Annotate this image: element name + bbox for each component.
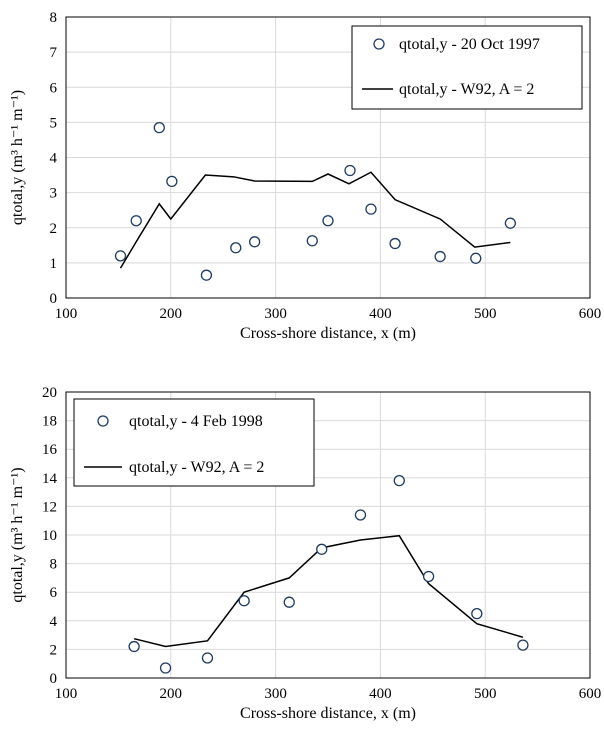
data-point-observed: [230, 242, 242, 254]
data-point-observed: [166, 175, 178, 188]
data-point-observed: [200, 269, 213, 281]
x-tick-label: 200: [160, 306, 183, 322]
y-tick-label: 8: [50, 10, 58, 26]
legend-marker-circle: [97, 415, 109, 427]
series-line-model: [119, 171, 511, 269]
y-tick-label: 3: [50, 186, 58, 202]
data-point-observed: [365, 203, 377, 215]
data-point-observed: [306, 235, 318, 247]
x-tick-label: 200: [160, 686, 183, 702]
x-tick-label: 100: [55, 686, 78, 702]
y-tick-label: 7: [50, 45, 58, 61]
y-tick-label: 10: [42, 528, 57, 544]
data-point-observed: [434, 250, 446, 263]
y-tick-label: 4: [50, 151, 58, 167]
x-tick-label: 300: [264, 686, 287, 702]
data-point-observed: [238, 595, 250, 607]
data-point-observed: [344, 164, 356, 177]
y-tick-label: 6: [50, 585, 58, 601]
data-point-observed: [248, 236, 261, 248]
y-tick-label: 4: [50, 614, 58, 630]
y-tick-label: 16: [42, 442, 58, 458]
legend-box: [73, 398, 315, 487]
y-tick-label: 1: [50, 256, 58, 272]
y-tick-label: 6: [50, 80, 58, 96]
x-tick-label: 500: [474, 686, 497, 702]
legend-label: qtotal,y - 4 Feb 1998: [129, 413, 263, 430]
data-point-observed: [316, 543, 328, 555]
legend-box: [351, 25, 583, 110]
y-tick-label: 2: [50, 642, 58, 658]
data-point-observed: [283, 596, 295, 608]
data-point-observed: [389, 237, 401, 250]
series-line-model: [133, 534, 524, 648]
y-tick-label: 0: [50, 671, 58, 687]
legend-marker-circle: [373, 38, 385, 50]
chart-1: 100 200 300 400 500 600 0 1 2 3 4 5 6 7 8 Cross-shore d…: [9, 10, 601, 342]
data-point-observed: [393, 475, 405, 487]
data-point-observed: [504, 217, 517, 229]
data-point-observed: [422, 570, 435, 583]
x-tick-label: 400: [369, 686, 392, 702]
y-tick-label: 12: [42, 499, 57, 515]
y-tick-label: 8: [50, 557, 58, 573]
data-point-observed: [517, 639, 529, 651]
chart-2: 100 200 300 400 500 600 0 2 4 6 8 10 12 14 16 18 20 Cross…: [9, 385, 601, 722]
x-tick-label: 400: [369, 306, 392, 322]
legend-label: qtotal,y - W92, A = 2: [129, 459, 264, 476]
y-tick-label: 0: [50, 291, 58, 307]
y-tick-label: 2: [50, 221, 58, 237]
legend-label: qtotal,y - W92, A = 2: [399, 81, 534, 98]
data-point-observed: [159, 662, 172, 674]
y-tick-label: 14: [42, 471, 58, 487]
x-axis-title: Cross-shore distance, x (m): [240, 325, 416, 342]
y-tick-label: 18: [42, 414, 57, 430]
x-tick-label: 600: [579, 686, 602, 702]
data-point-observed: [470, 252, 482, 264]
data-point-observed: [114, 250, 127, 262]
y-tick-label: 20: [42, 385, 57, 401]
plot-area-border: [65, 16, 591, 299]
y-axis-title: qtotal,y (m³ h⁻¹ m⁻¹): [9, 90, 26, 225]
x-tick-label: 100: [55, 306, 78, 322]
legend-label: qtotal,y - 20 Oct 1997: [399, 36, 540, 53]
plot-area-border: [65, 391, 591, 679]
data-point-observed: [471, 608, 483, 620]
legend: qtotal,y - 4 Feb 1998 qtotal,y - W92, A =…: [73, 398, 315, 487]
data-point-observed: [130, 215, 142, 227]
y-axis-title: qtotal,y (m³ h⁻¹ m⁻¹): [9, 467, 26, 602]
x-axis-title: Cross-shore distance, x (m): [240, 705, 416, 722]
data-point-observed: [153, 121, 165, 134]
x-tick-label: 300: [264, 306, 287, 322]
x-tick-label: 600: [579, 306, 602, 322]
data-point-observed: [201, 652, 214, 664]
data-point-observed: [322, 215, 334, 227]
x-tick-label: 500: [474, 306, 497, 322]
data-point-observed: [128, 640, 140, 653]
legend: qtotal,y - 20 Oct 1997 qtotal,y - W92, A …: [351, 25, 583, 110]
data-point-observed: [354, 509, 367, 521]
y-tick-label: 5: [50, 115, 58, 131]
